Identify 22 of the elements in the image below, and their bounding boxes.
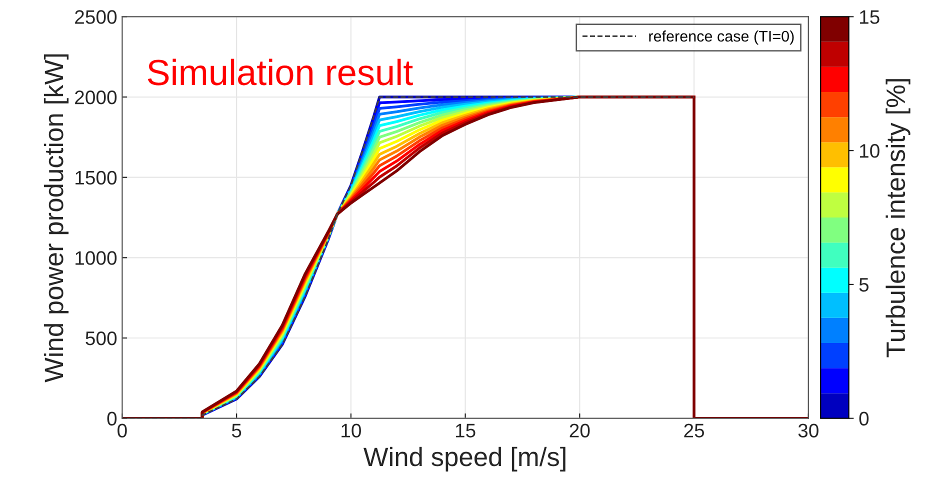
x-tick-label: 0 <box>118 424 127 438</box>
x-tick-label: 5 <box>232 424 242 438</box>
annotation: Simulation result <box>148 58 413 86</box>
y-tick-label: 1000 <box>76 251 117 265</box>
y-tick-label: 1500 <box>76 170 117 185</box>
color-bar-title: Turbulence intensity [%] <box>886 79 910 358</box>
y-axis-title: Wind power production [kW] <box>44 54 69 382</box>
x-tick-label: 10 <box>342 424 361 438</box>
x-axis-title: Wind speed [m/s] <box>363 446 566 472</box>
x-tick-label: 25 <box>684 424 704 438</box>
y-tick-label: 2000 <box>75 90 117 104</box>
y-tick-label: 2500 <box>75 10 117 24</box>
color-bar-label: 0 <box>859 412 869 426</box>
color-bar-label: 10 <box>860 144 880 158</box>
color-bar-label: 5 <box>859 278 869 292</box>
legend-label: reference case (TI=0) <box>649 30 794 45</box>
color-bar-label: 15 <box>860 10 880 24</box>
x-tick-label: 20 <box>570 424 590 438</box>
x-tick-label: 15 <box>456 424 476 438</box>
y-tick-label: 500 <box>86 331 117 346</box>
y-tick-label: 0 <box>107 412 117 426</box>
x-tick-label: 30 <box>798 424 818 438</box>
